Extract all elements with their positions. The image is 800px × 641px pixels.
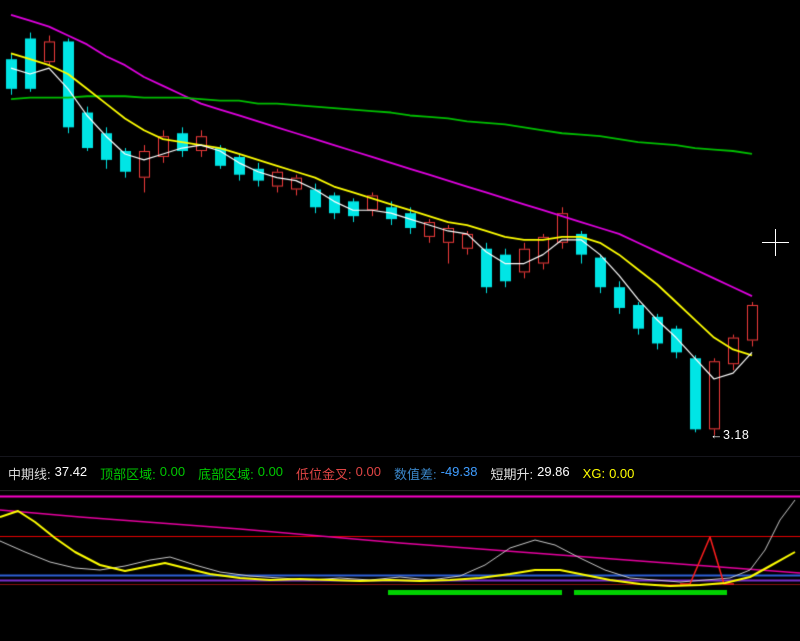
- indicator-value: 0.00: [355, 464, 381, 479]
- price-low-label: ←3.18: [710, 428, 750, 442]
- indicator-label: 顶部区域:: [100, 467, 156, 482]
- indicator-value: 0.00: [159, 464, 186, 479]
- indicator-label: XG:: [582, 466, 606, 481]
- indicator-short-rise: 短期升: 29.86: [490, 464, 569, 483]
- indicator-value: -49.38: [440, 464, 478, 479]
- indicator-value: 37.42: [54, 464, 88, 479]
- indicator-label: 低位金叉:: [296, 467, 352, 482]
- indicator-bottom-zone: 底部区域: 0.00: [198, 464, 283, 483]
- indicator-midline: 中期线: 37.42: [8, 464, 87, 483]
- indicator-label: 中期线:: [8, 467, 51, 482]
- main-chart-panel[interactable]: ←3.18: [0, 0, 800, 456]
- indicator-label: 短期升:: [490, 467, 534, 482]
- indicator-value: 0.00: [257, 464, 284, 479]
- indicator-low-golden-cross: 低位金叉: 0.00: [296, 464, 381, 483]
- indicator-status-bar: 中期线: 37.42 顶部区域: 0.00 底部区域: 0.00 低位金叉: 0…: [0, 456, 800, 490]
- sub-indicator-panel[interactable]: [0, 490, 800, 641]
- indicator-chart-canvas[interactable]: [0, 490, 800, 641]
- indicator-label: 数值差:: [393, 467, 437, 482]
- indicator-xg: XG: 0.00: [583, 466, 635, 481]
- candlestick-chart-canvas[interactable]: [0, 0, 800, 456]
- indicator-value: 0.00: [609, 466, 635, 481]
- indicator-label: 底部区域:: [198, 467, 254, 482]
- indicator-top-zone: 顶部区域: 0.00: [100, 464, 185, 483]
- indicator-value-diff: 数值差: -49.38: [394, 464, 478, 483]
- indicator-value: 29.86: [537, 464, 570, 479]
